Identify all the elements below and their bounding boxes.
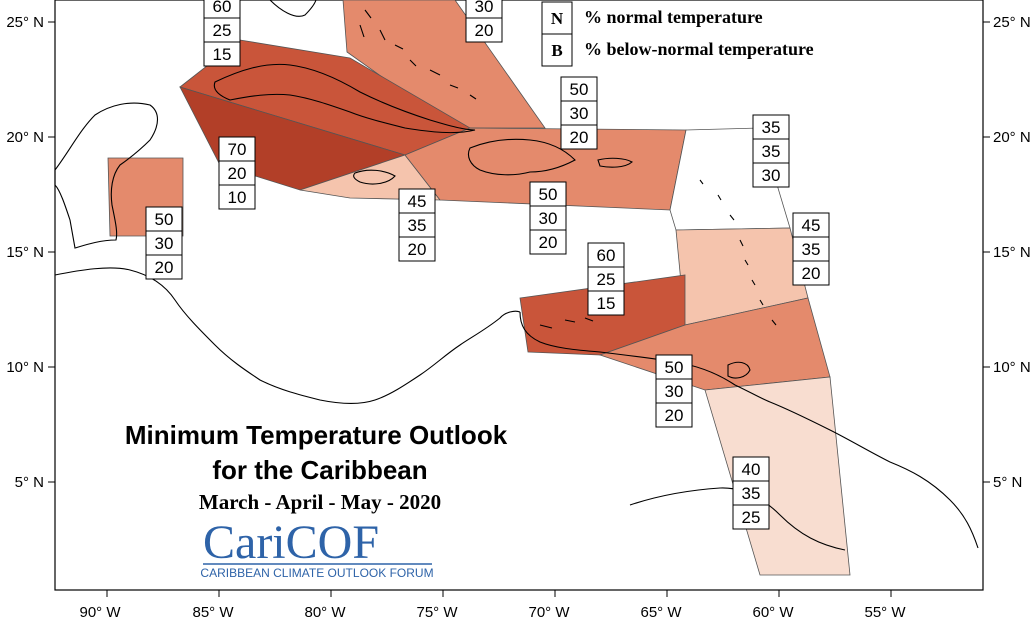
y-tick-label: 25° N: [6, 14, 44, 31]
x-tick-label: 60° W: [752, 604, 794, 621]
y-tick-label: 25° N: [993, 14, 1031, 31]
bahamas-islands: [359, 9, 477, 100]
svg-text:15: 15: [597, 294, 616, 313]
x-tick-label: 75° W: [416, 604, 458, 621]
trinidad-outline: [727, 361, 751, 379]
prob-box-trinidad: 50 30 20: [655, 354, 693, 428]
y-tick-label: 5° N: [993, 474, 1022, 491]
prob-box-abc-islands: 60 25 15: [587, 242, 625, 316]
svg-text:45: 45: [408, 192, 427, 211]
y-tick-label: 10° N: [6, 359, 44, 376]
svg-text:35: 35: [762, 142, 781, 161]
y-tick-label: 5° N: [15, 474, 44, 491]
legend-key-box: [541, 1, 573, 35]
svg-text:20: 20: [228, 164, 247, 183]
svg-text:30: 30: [155, 234, 174, 253]
svg-text:20: 20: [570, 128, 589, 147]
y-tick-label: 20° N: [6, 129, 44, 146]
prob-box-turks-caicos: 30 20: [465, 0, 503, 43]
map-title-line1: Minimum Temperature Outlook: [125, 420, 508, 450]
abc-islands-outline: [539, 317, 594, 329]
puerto-rico-outline: [597, 157, 633, 168]
svg-text:15: 15: [213, 45, 232, 64]
svg-text:25: 25: [597, 270, 616, 289]
title-block: Minimum Temperature Outlook for the Cari…: [125, 420, 508, 514]
axis-ticks: [48, 21, 990, 597]
yucatan-coast: [54, 102, 159, 249]
x-tick-label: 80° W: [304, 604, 346, 621]
legend-key: N: [551, 9, 564, 28]
svg-text:20: 20: [802, 264, 821, 283]
svg-text:30: 30: [475, 0, 494, 16]
y-axis-labels-left: 25° N 20° N 15° N 10° N 5° N: [6, 14, 44, 491]
x-tick-label: 55° W: [864, 604, 906, 621]
svg-text:40: 40: [742, 460, 761, 479]
svg-text:70: 70: [228, 140, 247, 159]
svg-text:60: 60: [213, 0, 232, 16]
legend-key-box: [541, 33, 573, 67]
svg-text:35: 35: [802, 240, 821, 259]
svg-text:50: 50: [665, 358, 684, 377]
y-tick-label: 20° N: [993, 129, 1031, 146]
caricof-logo: CariCOF CARIBBEAN CLIMATE OUTLOOK FORUM: [200, 516, 433, 580]
florida-tip: [269, 0, 317, 17]
prob-box-leeward: 35 35 30: [752, 114, 790, 188]
legend: N % normal temperature B % below-normal …: [541, 1, 814, 67]
x-tick-label: 90° W: [79, 604, 121, 621]
legend-label: % below-normal temperature: [584, 39, 814, 59]
svg-text:10: 10: [228, 188, 247, 207]
svg-text:20: 20: [408, 240, 427, 259]
lesser-antilles: [699, 179, 777, 326]
logo-wordmark: CariCOF: [203, 516, 379, 569]
y-tick-label: 15° N: [993, 244, 1031, 261]
svg-text:30: 30: [665, 382, 684, 401]
prob-box-belize: 50 30 20: [145, 206, 183, 280]
svg-text:30: 30: [762, 166, 781, 185]
central-america-coast: [54, 267, 521, 404]
svg-text:30: 30: [539, 209, 558, 228]
prob-box-haiti-dr: 50 30 20: [529, 181, 567, 255]
svg-text:45: 45: [802, 216, 821, 235]
prob-box-windward: 45 35 20: [792, 212, 830, 286]
svg-text:35: 35: [742, 484, 761, 503]
logo-tagline: CARIBBEAN CLIMATE OUTLOOK FORUM: [200, 566, 433, 580]
legend-key: B: [551, 41, 562, 60]
svg-text:60: 60: [597, 246, 616, 265]
probability-labels: 60 25 15 30 20 50 30 20 70 20 10 45 35 2…: [145, 0, 830, 530]
svg-text:20: 20: [155, 258, 174, 277]
cuba-outline: [213, 63, 476, 134]
svg-text:30: 30: [570, 104, 589, 123]
y-axis-labels-right: 25° N 20° N 15° N 10° N 5° N: [993, 14, 1031, 491]
y-tick-label: 15° N: [6, 244, 44, 261]
svg-text:50: 50: [155, 210, 174, 229]
jamaica-outline: [353, 169, 396, 185]
svg-text:35: 35: [408, 216, 427, 235]
svg-text:20: 20: [475, 21, 494, 40]
svg-text:35: 35: [762, 118, 781, 137]
forecast-period: March - April - May - 2020: [199, 490, 441, 514]
svg-text:50: 50: [570, 80, 589, 99]
svg-text:20: 20: [539, 233, 558, 252]
svg-text:25: 25: [213, 21, 232, 40]
prob-box-jamaica: 45 35 20: [398, 188, 436, 262]
hispaniola-outline: [467, 138, 576, 176]
south-america-coast: [519, 311, 979, 549]
prob-box-cuba: 70 20 10: [218, 136, 256, 210]
coastlines: [54, 0, 979, 551]
legend-label: % normal temperature: [584, 7, 763, 27]
svg-text:20: 20: [665, 406, 684, 425]
svg-text:50: 50: [539, 185, 558, 204]
map-title-line2: for the Caribbean: [212, 455, 427, 485]
y-tick-label: 10° N: [993, 359, 1031, 376]
x-tick-label: 65° W: [640, 604, 682, 621]
x-axis-labels: 90° W 85° W 80° W 75° W 70° W 65° W 60° …: [79, 604, 906, 621]
x-tick-label: 85° W: [192, 604, 234, 621]
prob-box-bahamas: 60 25 15: [203, 0, 241, 67]
x-tick-label: 70° W: [528, 604, 570, 621]
prob-box-hispaniola-pr: 50 30 20: [560, 76, 598, 150]
svg-text:25: 25: [742, 508, 761, 527]
prob-box-guianas: 40 35 25: [732, 456, 770, 530]
